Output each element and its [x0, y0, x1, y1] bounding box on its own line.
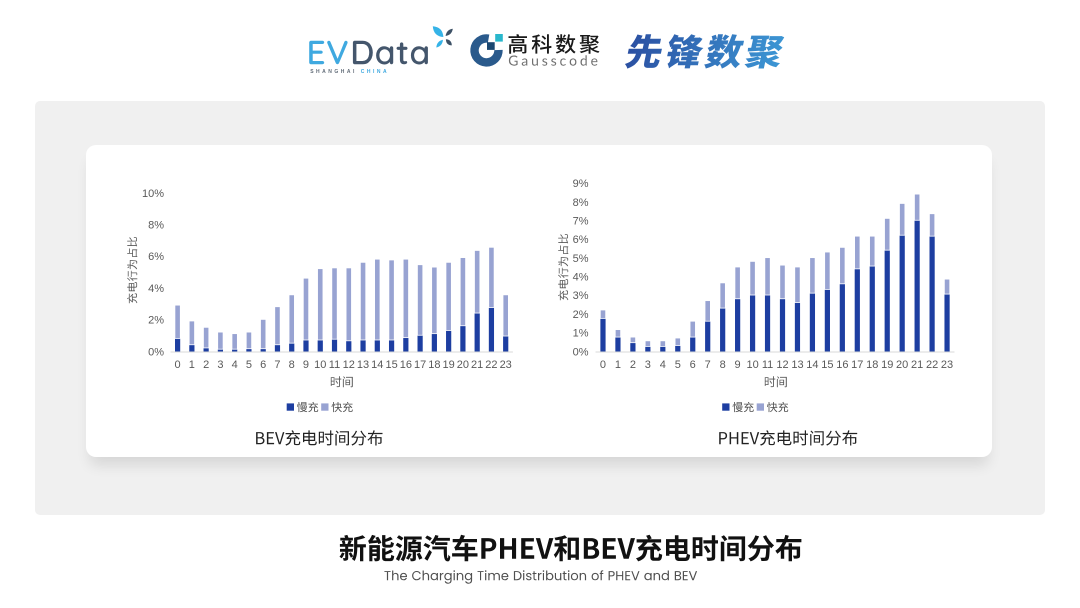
svg-text:16: 16	[400, 359, 412, 371]
svg-text:6%: 6%	[148, 251, 164, 263]
svg-text:17: 17	[851, 359, 863, 371]
svg-text:12: 12	[776, 359, 788, 371]
svg-text:16: 16	[836, 359, 848, 371]
svg-text:5: 5	[246, 359, 252, 371]
svg-text:4: 4	[660, 359, 666, 371]
svg-text:3: 3	[217, 359, 223, 371]
svg-text:8: 8	[720, 359, 726, 371]
svg-text:19: 19	[881, 359, 893, 371]
svg-text:22: 22	[926, 359, 938, 371]
svg-text:18: 18	[428, 359, 440, 371]
svg-text:7: 7	[705, 359, 711, 371]
svg-text:21: 21	[471, 359, 483, 371]
svg-text:17: 17	[414, 359, 426, 371]
svg-text:19: 19	[443, 359, 455, 371]
svg-text:12: 12	[343, 359, 355, 371]
svg-text:14: 14	[371, 359, 383, 371]
svg-text:14: 14	[806, 359, 818, 371]
svg-text:8%: 8%	[148, 220, 164, 232]
svg-text:1: 1	[615, 359, 621, 371]
svg-text:3%: 3%	[573, 290, 589, 302]
svg-text:23: 23	[500, 359, 512, 371]
svg-text:0: 0	[600, 359, 606, 371]
svg-text:9%: 9%	[573, 178, 589, 190]
svg-text:23: 23	[941, 359, 953, 371]
svg-text:SHANGHAI CHINA: SHANGHAI CHINA	[310, 69, 389, 75]
svg-text:11: 11	[329, 359, 340, 371]
svg-text:10%: 10%	[142, 188, 164, 200]
svg-text:5: 5	[675, 359, 681, 371]
svg-text:0%: 0%	[148, 346, 164, 358]
svg-text:2%: 2%	[573, 309, 589, 321]
svg-text:21: 21	[911, 359, 923, 371]
svg-text:4%: 4%	[573, 272, 589, 284]
svg-text:18: 18	[866, 359, 878, 371]
svg-text:9: 9	[303, 359, 309, 371]
svg-text:22: 22	[485, 359, 497, 371]
svg-text:3: 3	[645, 359, 651, 371]
svg-text:2%: 2%	[148, 315, 164, 327]
svg-text:7: 7	[274, 359, 280, 371]
svg-text:2: 2	[630, 359, 636, 371]
svg-text:2: 2	[203, 359, 209, 371]
svg-text:15: 15	[821, 359, 833, 371]
svg-text:4: 4	[232, 359, 238, 371]
svg-text:0: 0	[175, 359, 181, 371]
svg-text:5%: 5%	[573, 253, 589, 265]
svg-text:10: 10	[746, 359, 758, 371]
svg-text:4%: 4%	[148, 283, 164, 295]
svg-text:8%: 8%	[573, 197, 589, 209]
svg-text:15: 15	[385, 359, 397, 371]
svg-text:20: 20	[457, 359, 469, 371]
svg-text:13: 13	[791, 359, 803, 371]
svg-text:1: 1	[189, 359, 195, 371]
svg-text:0%: 0%	[573, 346, 589, 358]
svg-text:8: 8	[289, 359, 295, 371]
svg-text:6: 6	[690, 359, 696, 371]
svg-text:9: 9	[735, 359, 741, 371]
svg-text:7%: 7%	[573, 215, 589, 227]
svg-text:13: 13	[357, 359, 369, 371]
svg-text:10: 10	[314, 359, 326, 371]
svg-text:6%: 6%	[573, 234, 589, 246]
svg-text:20: 20	[896, 359, 908, 371]
svg-text:6: 6	[260, 359, 266, 371]
svg-text:11: 11	[762, 359, 773, 371]
svg-text:1%: 1%	[573, 328, 589, 340]
